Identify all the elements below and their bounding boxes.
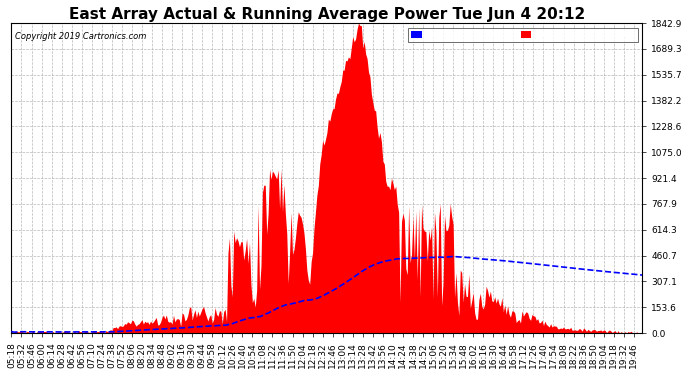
Title: East Array Actual & Running Average Power Tue Jun 4 20:12: East Array Actual & Running Average Powe… [69,7,585,22]
Legend: Average  (DC Watts), East Array  (DC Watts): Average (DC Watts), East Array (DC Watts… [408,28,638,42]
Text: Copyright 2019 Cartronics.com: Copyright 2019 Cartronics.com [14,32,146,41]
